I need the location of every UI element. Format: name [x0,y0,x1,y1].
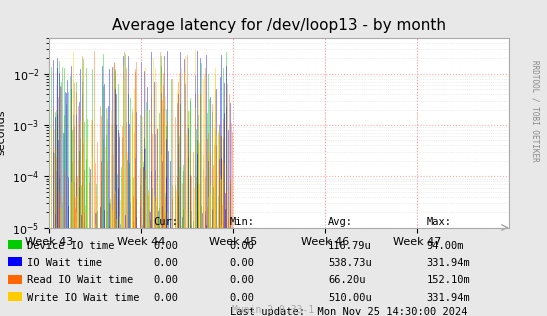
Text: 0.00: 0.00 [153,293,178,303]
Text: 0.00: 0.00 [230,241,255,251]
Title: Average latency for /dev/loop13 - by month: Average latency for /dev/loop13 - by mon… [112,18,446,33]
Text: IO Wait time: IO Wait time [27,258,102,268]
Text: 152.10m: 152.10m [427,276,470,285]
Y-axis label: seconds: seconds [0,110,7,155]
Text: 538.73u: 538.73u [328,258,372,268]
Text: Min:: Min: [230,217,255,227]
Text: RRDTOOL / TOBI OETIKER: RRDTOOL / TOBI OETIKER [531,60,539,161]
Text: 0.00: 0.00 [230,276,255,285]
Text: 331.94m: 331.94m [427,258,470,268]
Text: Write IO Wait time: Write IO Wait time [27,293,140,303]
Text: Avg:: Avg: [328,217,353,227]
Text: Read IO Wait time: Read IO Wait time [27,276,133,285]
Text: 510.00u: 510.00u [328,293,372,303]
Text: Munin 2.0.33-1: Munin 2.0.33-1 [232,305,315,315]
Text: 0.00: 0.00 [153,276,178,285]
Text: 94.00m: 94.00m [427,241,464,251]
Text: 66.20u: 66.20u [328,276,366,285]
Text: Cur:: Cur: [153,217,178,227]
Text: 0.00: 0.00 [230,258,255,268]
Text: 116.79u: 116.79u [328,241,372,251]
Text: 0.00: 0.00 [153,258,178,268]
Text: Max:: Max: [427,217,452,227]
Text: 0.00: 0.00 [153,241,178,251]
Text: Device IO time: Device IO time [27,241,115,251]
Text: 0.00: 0.00 [230,293,255,303]
Text: Last update:  Mon Nov 25 14:30:00 2024: Last update: Mon Nov 25 14:30:00 2024 [230,307,467,316]
Text: 331.94m: 331.94m [427,293,470,303]
